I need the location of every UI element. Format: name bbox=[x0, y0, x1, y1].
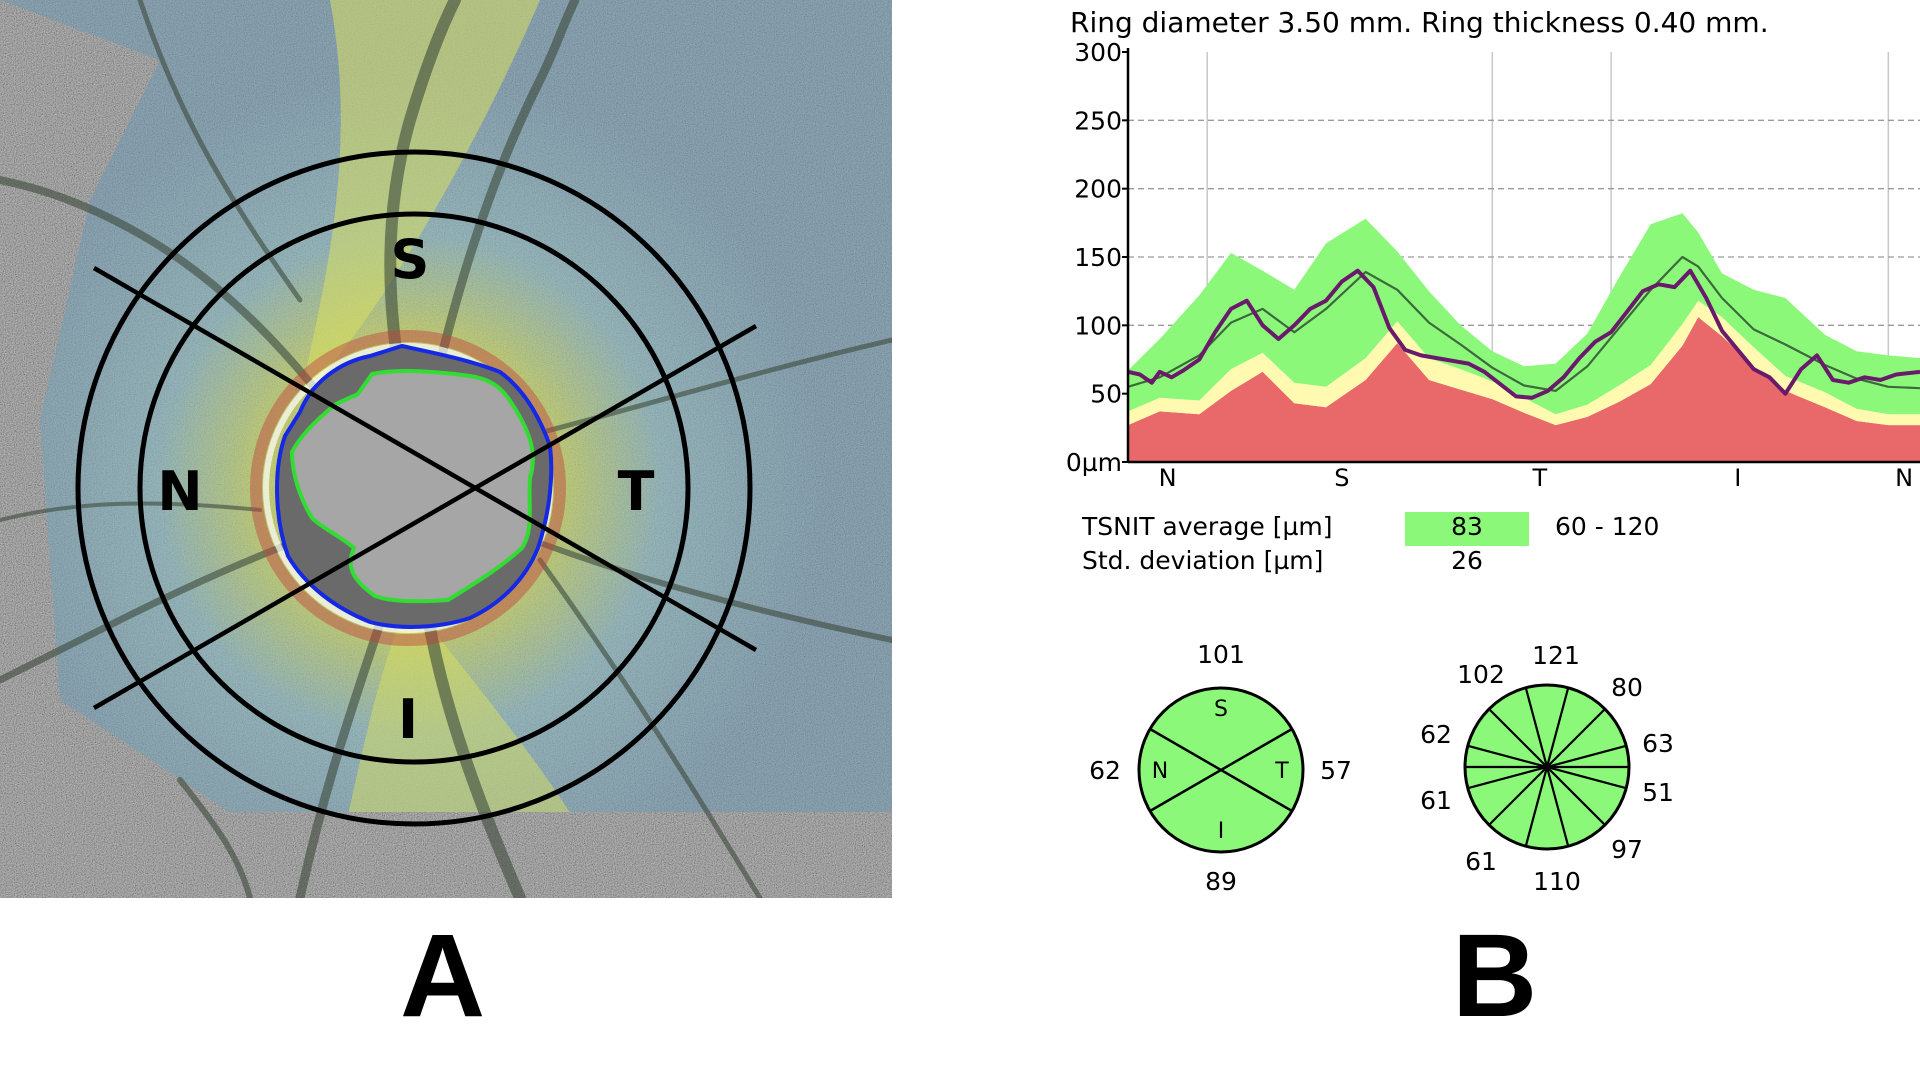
band-within-normal-limits bbox=[1128, 213, 1920, 415]
tsnit-report: Ring diameter 3.50 mm. Ring thickness 0.… bbox=[1040, 0, 1920, 940]
quadrant-inner-superior: S bbox=[1214, 697, 1228, 722]
quadrant-value-inferior: 89 bbox=[1205, 867, 1237, 896]
tsnit-average-label: TSNIT average [µm] bbox=[1082, 512, 1333, 541]
clock-value-10: 62 bbox=[1420, 720, 1452, 749]
clock-value-6: 110 bbox=[1533, 867, 1581, 896]
quadrant-value-superior: 101 bbox=[1197, 640, 1245, 669]
x-sector-label-2: T bbox=[1532, 464, 1548, 492]
disc-rim-glow bbox=[250, 330, 566, 646]
chart-axes: 0µm 50 100 150 200 250 300 N S T I N bbox=[1066, 38, 1920, 492]
tsnit-normal-range: 60 - 120 bbox=[1555, 512, 1660, 541]
ring-caption: Ring diameter 3.50 mm. Ring thickness 0.… bbox=[1070, 6, 1769, 39]
y-tick-label-5: 250 bbox=[1074, 106, 1122, 135]
x-sector-label-4: N bbox=[1895, 464, 1913, 492]
y-tick-label-4: 200 bbox=[1074, 175, 1122, 204]
clock-value-12: 121 bbox=[1532, 641, 1580, 670]
y-tick-label-6: 300 bbox=[1074, 38, 1122, 67]
cup-outline bbox=[289, 368, 535, 604]
series-normative-mean bbox=[1127, 255, 1920, 392]
clock-value-3: 51 bbox=[1642, 778, 1674, 807]
clock-hour-diagram: 121 80 63 51 97 110 61 61 62 102 bbox=[1420, 641, 1674, 896]
panel-label-a: A bbox=[400, 910, 486, 1042]
quadrant-inner-inferior: I bbox=[1218, 819, 1225, 844]
clock-value-7: 61 bbox=[1465, 847, 1497, 876]
quadrant-diagram: S N T I 101 62 57 89 bbox=[1089, 640, 1352, 896]
y-tick-label-3: 150 bbox=[1074, 243, 1122, 272]
optic-disc-image: S N T I bbox=[0, 0, 892, 898]
clock-value-8: 61 bbox=[1420, 786, 1452, 815]
x-sector-label-1: S bbox=[1334, 464, 1349, 492]
std-deviation-label: Std. deviation [µm] bbox=[1082, 546, 1324, 575]
clock-spokes bbox=[1465, 687, 1629, 847]
tsnit-average-row: TSNIT average [µm] 83 60 - 120 bbox=[1040, 512, 1920, 548]
quadrant-label-inferior: I bbox=[398, 688, 418, 751]
x-sector-label-0: N bbox=[1159, 464, 1177, 492]
y-tick-label-1: 50 bbox=[1090, 380, 1122, 409]
tsnit-average-box bbox=[1405, 512, 1529, 546]
sector-line-1 bbox=[92, 266, 758, 652]
clock-value-11: 102 bbox=[1457, 660, 1505, 689]
tsnit-average-value: 83 bbox=[1451, 512, 1483, 541]
quadrant-inner-nasal: N bbox=[1152, 759, 1168, 784]
normative-bands bbox=[1128, 213, 1920, 462]
quadrant-label-temporal: T bbox=[618, 460, 655, 523]
clock-value-5: 97 bbox=[1611, 835, 1643, 864]
quadrant-value-temporal: 57 bbox=[1320, 756, 1352, 785]
thickness-lines bbox=[1127, 255, 1920, 400]
clock-value-2: 63 bbox=[1642, 729, 1674, 758]
inner-ring bbox=[137, 211, 691, 765]
quadrant-divider-2 bbox=[1149, 727, 1293, 813]
sector-line-2 bbox=[92, 324, 758, 710]
std-deviation-value: 26 bbox=[1451, 546, 1483, 575]
y-tick-label-0: 0µm bbox=[1066, 448, 1122, 477]
quadrant-value-nasal: 62 bbox=[1089, 756, 1121, 785]
series-measured bbox=[1127, 268, 1920, 400]
std-deviation-row: Std. deviation [µm] 26 bbox=[1040, 546, 1920, 582]
panel-label-b: B bbox=[1452, 910, 1538, 1042]
quadrant-label-nasal: N bbox=[157, 460, 202, 523]
clock-value-1: 80 bbox=[1611, 673, 1643, 702]
y-tick-label-2: 100 bbox=[1074, 311, 1122, 340]
x-sector-label-3: I bbox=[1734, 464, 1741, 492]
tsnit-thickness-chart: 0µm 50 100 150 200 250 300 N S T I N bbox=[1066, 38, 1920, 492]
quadrant-label-superior: S bbox=[391, 228, 430, 291]
quadrant-inner-temporal: T bbox=[1274, 759, 1289, 784]
outer-ring bbox=[75, 149, 753, 827]
band-outside-normal-limits bbox=[1128, 317, 1920, 462]
sector-diagrams: S N T I 101 62 57 89 121 80 63 51 97 110… bbox=[1089, 640, 1674, 896]
